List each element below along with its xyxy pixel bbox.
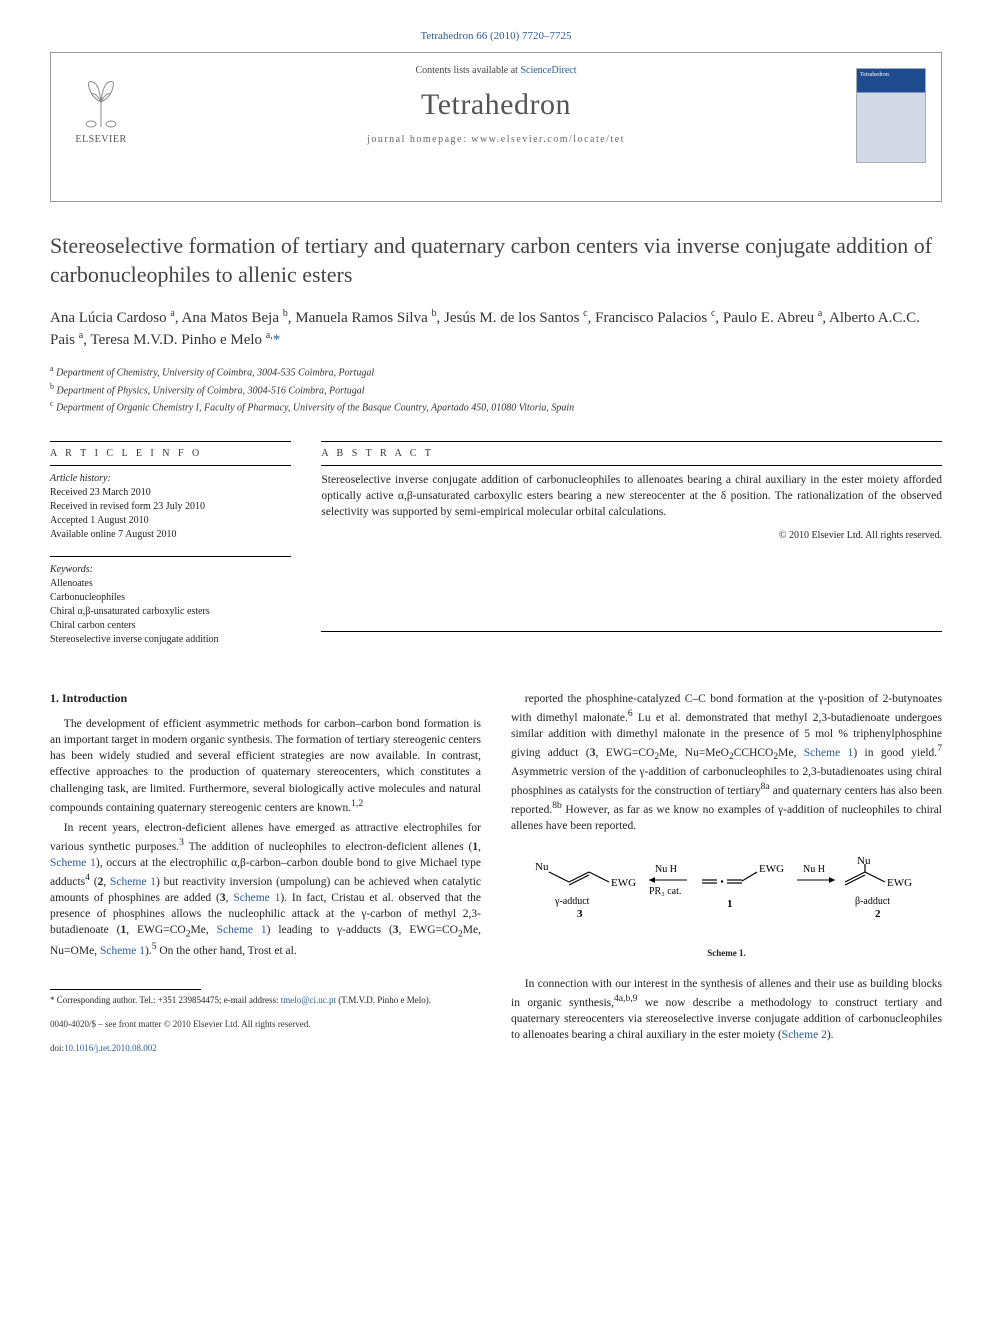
abstract-copyright: © 2010 Elsevier Ltd. All rights reserved… (321, 530, 942, 541)
svg-text:Nu H: Nu H (803, 864, 825, 875)
contents-line: Contents lists available at ScienceDirec… (171, 65, 821, 76)
keyword-line: Chiral carbon centers (50, 619, 291, 633)
svg-text:γ-adduct: γ-adduct (554, 896, 590, 907)
corresponding-footnote: * Corresponding author. Tel.: +351 23985… (50, 994, 481, 1007)
article-info-column: A R T I C L E I N F O Article history: R… (50, 435, 291, 661)
right-column: reported the phosphine-catalyzed C–C bon… (511, 691, 942, 1054)
affiliation-line: b Department of Physics, University of C… (50, 381, 942, 398)
sciencedirect-link[interactable]: ScienceDirect (520, 65, 576, 76)
abstract-label: A B S T R A C T (321, 448, 942, 459)
keyword-line: Allenoates (50, 577, 291, 591)
history-line: Received in revised form 23 July 2010 (50, 500, 291, 514)
journal-name: Tetrahedron (171, 88, 821, 122)
abstract-column: A B S T R A C T Stereoselective inverse … (321, 435, 942, 661)
left-column: 1. Introduction The development of effic… (50, 691, 481, 1054)
issn-line: 0040-4020/$ – see front matter © 2010 El… (50, 1019, 481, 1031)
keywords-label: Keywords: (50, 563, 291, 577)
abstract-text: Stereoselective inverse conjugate additi… (321, 472, 942, 520)
scheme-ewg-left: EWG (611, 877, 636, 889)
svg-text:EWG: EWG (759, 863, 784, 875)
article-info-label: A R T I C L E I N F O (50, 448, 291, 459)
article-title: Stereoselective formation of tertiary an… (50, 232, 942, 289)
svg-text:3: 3 (577, 908, 583, 920)
publisher-logo: ELSEVIER (66, 68, 136, 148)
keyword-line: Chiral α,β-unsaturated carboxylic esters (50, 605, 291, 619)
body-paragraph: In recent years, electron-deficient alle… (50, 820, 481, 960)
history-label: Article history: (50, 472, 291, 486)
homepage-url: www.elsevier.com/locate/tet (471, 134, 625, 145)
history-line: Received 23 March 2010 (50, 486, 291, 500)
body-paragraph: The development of efficient asymmetric … (50, 716, 481, 815)
svg-text:β-adduct: β-adduct (855, 896, 890, 907)
svg-text:1: 1 (727, 898, 733, 910)
publisher-name: ELSEVIER (75, 134, 126, 145)
svg-text:Nu: Nu (857, 855, 871, 867)
doi-line: doi:10.1016/j.tet.2010.08.002 (50, 1043, 481, 1055)
affiliation-line: a Department of Chemistry, University of… (50, 363, 942, 380)
affiliation-line: c Department of Organic Chemistry I, Fac… (50, 398, 942, 415)
journal-cover-thumb: Tetrahedron (856, 68, 926, 163)
body-paragraph: In connection with our interest in the s… (511, 976, 942, 1043)
scheme-nu-left: Nu (535, 861, 549, 873)
citation-line: Tetrahedron 66 (2010) 7720–7725 (50, 30, 942, 42)
history-line: Accepted 1 August 2010 (50, 514, 291, 528)
section-heading-intro: 1. Introduction (50, 691, 481, 706)
scheme-1-caption: Scheme 1. (511, 948, 942, 958)
scheme-1: Nu EWG γ-adduct 3 Nu H PR₃ cat. (511, 852, 942, 958)
doi-link[interactable]: 10.1016/j.tet.2010.08.002 (64, 1043, 157, 1053)
history-line: Available online 7 August 2010 (50, 528, 291, 542)
svg-text:PR₃ cat.: PR₃ cat. (649, 886, 681, 897)
authors-list: Ana Lúcia Cardoso a, Ana Matos Beja b, M… (50, 307, 942, 351)
homepage-line: journal homepage: www.elsevier.com/locat… (171, 134, 821, 145)
keyword-line: Carbonucleophiles (50, 591, 291, 605)
email-link[interactable]: tmelo@ci.uc.pt (281, 995, 336, 1005)
svg-text:EWG: EWG (887, 877, 912, 889)
body-paragraph: reported the phosphine-catalyzed C–C bon… (511, 691, 942, 834)
svg-text:Nu H: Nu H (655, 864, 677, 875)
journal-header: ELSEVIER Tetrahedron Contents lists avai… (50, 52, 942, 202)
keyword-line: Stereoselective inverse conjugate additi… (50, 633, 291, 647)
affiliations: a Department of Chemistry, University of… (50, 363, 942, 415)
svg-text:2: 2 (875, 908, 881, 920)
